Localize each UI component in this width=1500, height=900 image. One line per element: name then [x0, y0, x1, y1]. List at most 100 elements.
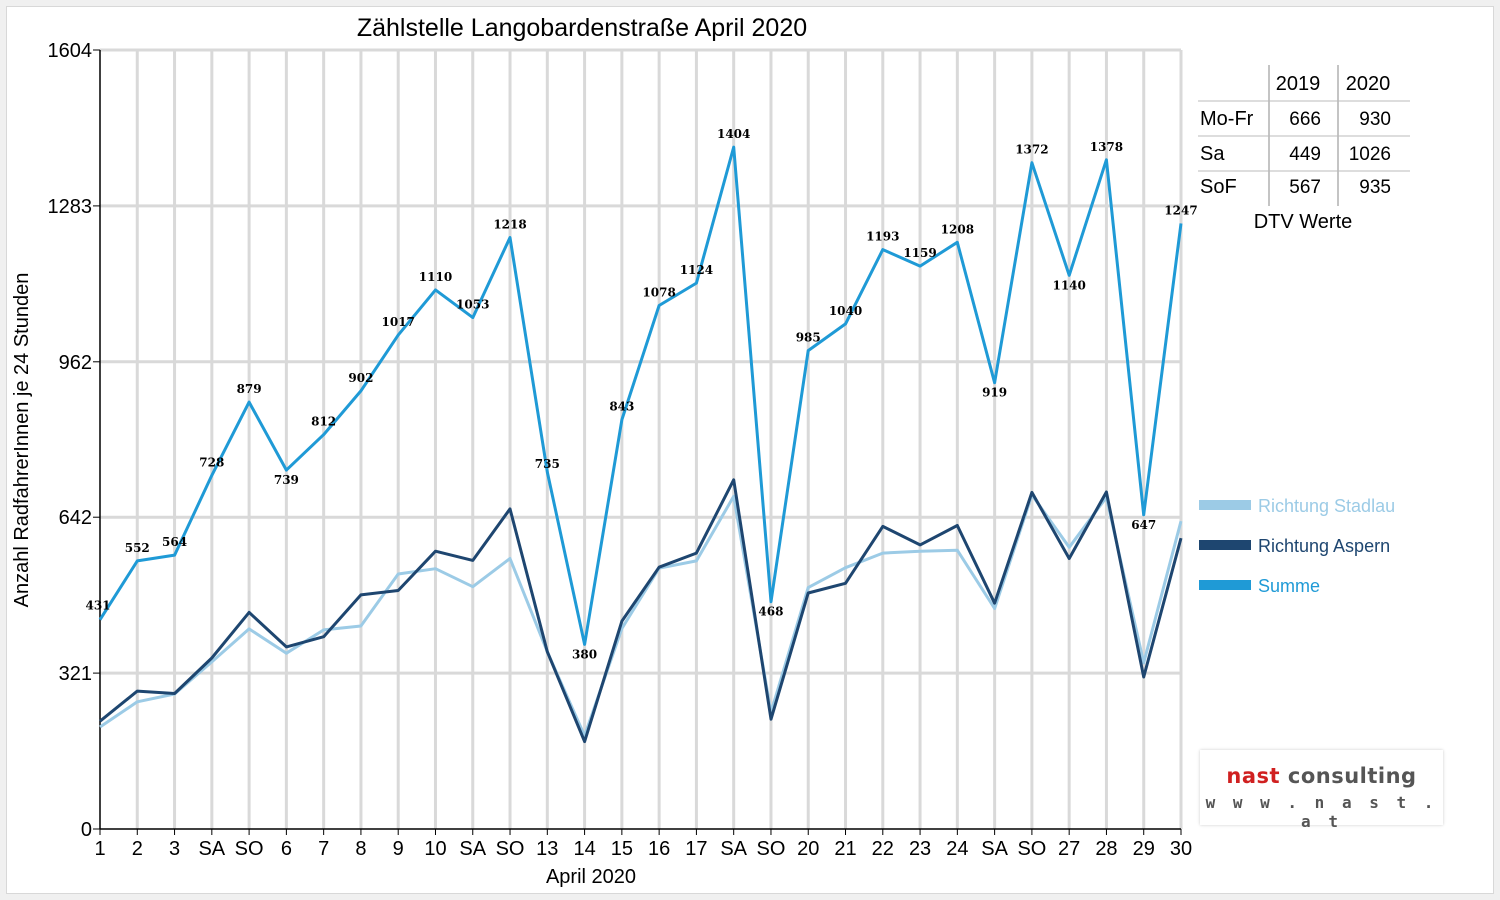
x-tick-label: 20: [797, 838, 819, 860]
data-label: 1017: [382, 315, 415, 329]
data-label: 735: [535, 457, 560, 471]
dtv-row-label: SoF: [1200, 176, 1237, 198]
x-tick-label: 1: [94, 838, 105, 860]
x-tick-label: 13: [536, 838, 558, 860]
nast-consulting-logo: nast consulting w w w . n a s t . a t: [1200, 750, 1443, 831]
x-tick-label: 2: [132, 838, 143, 860]
dtv-cell: 449: [1289, 144, 1321, 165]
x-tick-label: 3: [169, 838, 180, 860]
dtv-cell: 935: [1359, 177, 1391, 198]
x-tick-label: SA: [720, 838, 747, 860]
data-label: 1404: [717, 127, 750, 141]
x-tick-label: 29: [1133, 838, 1155, 860]
x-tick-label: SO: [235, 838, 264, 860]
dtv-row-label: Sa: [1200, 143, 1225, 165]
dtv-header: 2020: [1346, 73, 1391, 95]
series-line-stadlau: [99, 493, 1183, 738]
dtv-caption: DTV Werte: [1254, 211, 1353, 233]
x-tick-label: 28: [1095, 838, 1117, 860]
dtv-cell: 666: [1289, 109, 1321, 130]
dtv-cell: 930: [1359, 109, 1391, 130]
x-tick-label: SA: [459, 838, 486, 860]
data-label: 380: [572, 647, 597, 661]
data-label: 812: [311, 415, 336, 429]
legend-entry: Richtung Stadlau: [1258, 496, 1395, 516]
data-label: 431: [85, 599, 110, 613]
x-tick-label: 10: [424, 838, 446, 860]
y-tick-label: 0: [81, 819, 92, 841]
legend-swatch: [1199, 500, 1251, 510]
dtv-cell: 1026: [1349, 144, 1391, 165]
x-tick-label: SO: [1017, 838, 1046, 860]
series-line-summe: [98, 145, 1183, 646]
y-tick-label: 1283: [48, 196, 93, 218]
x-tick-label: 16: [648, 838, 670, 860]
x-tick-label: SO: [496, 838, 525, 860]
data-label: 647: [1131, 518, 1156, 532]
x-tick-label: 15: [611, 838, 633, 860]
x-tick-label: 30: [1170, 838, 1192, 860]
x-tick-label: 24: [946, 838, 968, 860]
x-axis-ticks: 1 2 3 SA SO 6 7 8 9 10 SA SO 13 14 15 16 17 SA SO 20 21 22 23 2…: [94, 838, 1192, 860]
x-tick-label: 23: [909, 838, 931, 860]
data-label: 564: [162, 535, 187, 549]
data-label: 1040: [829, 304, 862, 318]
data-label: 1078: [642, 285, 675, 299]
x-tick-label: 22: [872, 838, 894, 860]
data-label: 1247: [1164, 203, 1197, 217]
data-label: 902: [348, 371, 373, 385]
data-label: 728: [199, 455, 224, 469]
data-label: 552: [125, 541, 150, 555]
y-tick-label: 1604: [48, 40, 93, 62]
series-lines: [98, 145, 1183, 744]
dtv-header: 2019: [1276, 73, 1321, 95]
data-label: 985: [796, 331, 821, 345]
y-tick-label: 321: [59, 663, 92, 685]
x-tick-label: 8: [355, 838, 366, 860]
data-label: 919: [982, 386, 1007, 400]
legend-entry: Richtung Aspern: [1258, 536, 1390, 556]
x-tick-label: 7: [318, 838, 329, 860]
x-tick-label: SA: [198, 838, 225, 860]
legend-swatch: [1199, 540, 1251, 550]
x-tick-label: 14: [573, 838, 595, 860]
data-label: 879: [237, 382, 262, 396]
x-tick-label: 9: [393, 838, 404, 860]
data-label: 468: [758, 605, 783, 619]
y-axis-ticks: 0 321 642 962 1283 1604: [48, 40, 93, 841]
data-label: 739: [274, 473, 299, 487]
dtv-table: 2019 2020 Mo-Fr 666 930 Sa 449 1026 SoF 567 935 DTV…: [1198, 65, 1410, 233]
y-tick-label: 642: [59, 507, 92, 529]
data-label: 843: [609, 400, 634, 414]
data-label: 1193: [866, 230, 899, 244]
legend-entry: Summe: [1258, 576, 1320, 596]
grid-lines: [100, 48, 1183, 829]
chart-frame: [6, 6, 1494, 894]
x-tick-label: 17: [685, 838, 707, 860]
chart-title: Zählstelle Langobardenstraße April 2020: [357, 14, 807, 42]
data-label: 1372: [1015, 143, 1048, 157]
y-tick-label: 962: [59, 352, 92, 374]
x-axis-label: April 2020: [546, 866, 636, 888]
data-labels: 431 552 564 728 879 739 812 902 1017 1110 1053 1218…: [85, 127, 1197, 661]
data-label: 1159: [903, 246, 936, 260]
dtv-cell: 567: [1289, 177, 1321, 198]
logo-brand: nast: [1226, 764, 1281, 788]
data-label: 1140: [1052, 278, 1085, 292]
x-tick-label: 21: [834, 838, 856, 860]
x-tick-label: 27: [1058, 838, 1080, 860]
data-label: 1218: [493, 217, 526, 231]
y-axis-label: Anzahl RadfahrerInnen je 24 Stunden: [11, 273, 33, 608]
dtv-row-label: Mo-Fr: [1200, 108, 1254, 130]
axes: [93, 49, 1182, 835]
x-tick-label: SA: [981, 838, 1008, 860]
data-label: 1110: [419, 270, 452, 284]
x-tick-label: SO: [757, 838, 786, 860]
data-label: 1378: [1090, 140, 1123, 154]
data-label: 1124: [680, 263, 713, 277]
data-label: 1053: [456, 298, 489, 312]
x-tick-label: 6: [281, 838, 292, 860]
legend: Richtung Stadlau Richtung Aspern Summe: [1199, 496, 1395, 596]
series-line-aspern: [99, 478, 1183, 744]
